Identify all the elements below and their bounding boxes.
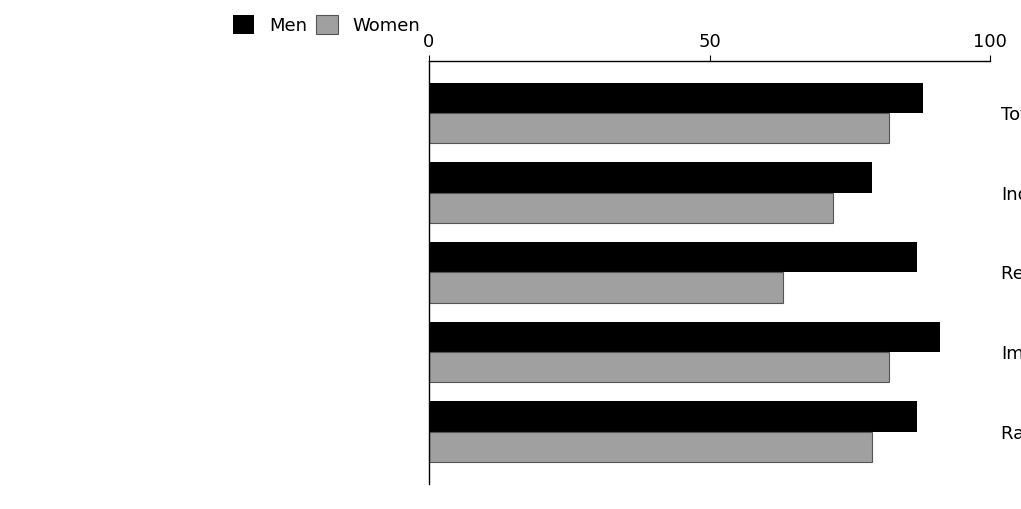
Bar [429,402,917,432]
Legend: Men, Women: Men, Women [233,15,420,35]
Bar [429,432,872,462]
Bar [429,113,889,143]
Bar [429,272,782,303]
Bar [429,322,939,352]
Bar [429,352,889,382]
Bar [429,82,923,113]
Bar [429,242,917,272]
Bar [429,192,833,223]
Bar [429,162,872,192]
